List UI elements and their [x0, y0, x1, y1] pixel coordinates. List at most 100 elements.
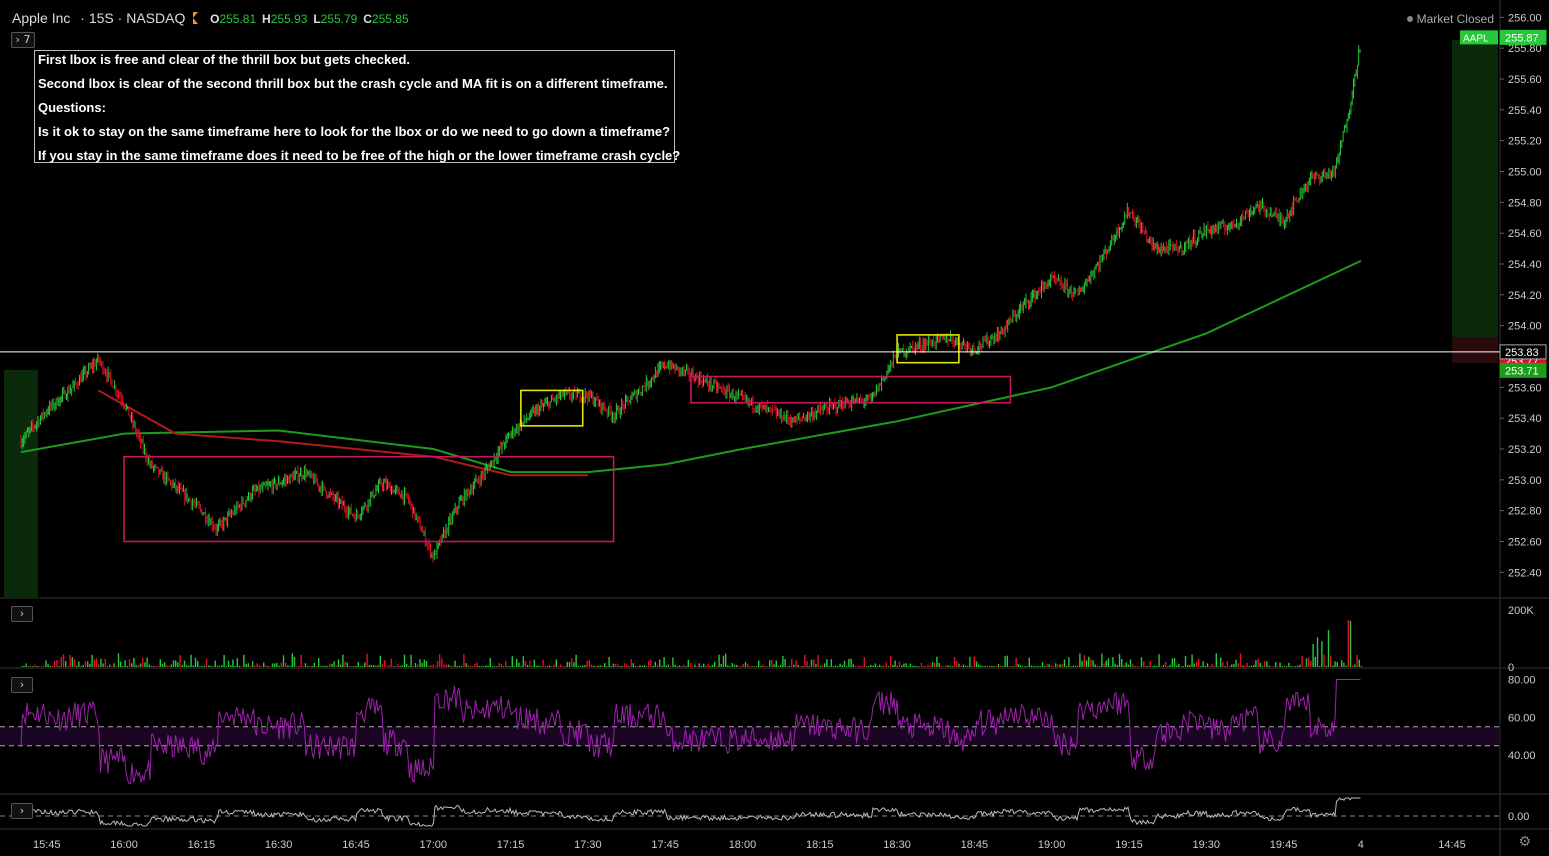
volume-bar	[773, 664, 775, 667]
volume-bar	[157, 666, 159, 667]
volume-bar	[54, 661, 56, 667]
gear-icon[interactable]: ⚙	[1518, 834, 1531, 850]
volume-bar	[144, 662, 146, 667]
volume-bar	[1083, 655, 1085, 667]
volume-pane-toggle-button[interactable]: ›	[11, 606, 33, 622]
volume-bar	[148, 664, 150, 667]
volume-bar	[445, 664, 447, 667]
volume-bar	[1281, 666, 1283, 667]
volume-bar	[1101, 653, 1103, 667]
volume-bar	[131, 663, 133, 667]
volume-bar	[1024, 666, 1026, 667]
volume-bar	[395, 666, 397, 667]
volume-bar	[982, 666, 984, 667]
volume-bar	[597, 665, 599, 667]
volume-bar	[1220, 657, 1222, 667]
indicators-toggle-button[interactable]: › 7	[11, 32, 35, 48]
volume-bar	[1180, 666, 1182, 667]
volume-bar	[707, 663, 709, 667]
volume-bar	[958, 663, 960, 667]
volume-bar	[777, 666, 780, 667]
volume-bar	[124, 660, 126, 667]
volume-bar	[1308, 657, 1310, 667]
time-tick-label: 17:00	[420, 839, 448, 851]
volume-bar	[705, 665, 707, 667]
rsi-pane-toggle-button[interactable]: ›	[11, 677, 33, 693]
volume-bar	[518, 662, 520, 667]
volume-bar	[1145, 666, 1147, 667]
volume-bar	[111, 666, 113, 667]
volume-bar	[507, 666, 509, 667]
volume-bar	[788, 665, 791, 667]
volume-bar	[1167, 666, 1169, 667]
volume-bar	[566, 661, 568, 667]
flag-icon[interactable]	[193, 12, 199, 24]
volume-bar	[216, 665, 219, 667]
time-tick-label: 19:45	[1270, 839, 1298, 851]
volume-bar	[1206, 663, 1209, 667]
volume-bar	[282, 655, 285, 667]
volume-bar	[1123, 665, 1125, 667]
volume-bar	[758, 660, 760, 667]
volume-bar	[945, 665, 947, 667]
volume-bar	[1059, 664, 1061, 667]
volume-bar	[1356, 654, 1358, 667]
volume-bar	[318, 658, 320, 667]
symbol-name[interactable]: Apple Inc	[12, 10, 71, 26]
rsi-tick-label: 80.00	[1508, 674, 1536, 686]
volume-bar	[905, 663, 907, 667]
volume-bar	[544, 665, 546, 667]
volume-bar	[863, 657, 865, 667]
volume-bar	[1202, 661, 1204, 667]
volume-bar	[1136, 666, 1138, 667]
volume-bar	[615, 663, 617, 667]
volume-bar	[1169, 665, 1171, 667]
volume-bar	[929, 665, 931, 667]
volume-bar	[962, 664, 964, 667]
volume-bar	[291, 653, 293, 667]
volume-bar	[298, 665, 300, 667]
volume-bar	[260, 665, 263, 667]
volume-bar	[359, 666, 362, 667]
volume-bar	[60, 656, 62, 667]
volume-bar	[698, 663, 700, 667]
volume-bar	[575, 654, 577, 667]
rsi-band	[0, 726, 1500, 746]
volume-bar	[34, 664, 36, 667]
lbox	[520, 389, 584, 427]
volume-bar	[450, 665, 452, 667]
volume-bar	[1347, 619, 1349, 667]
volume-bar	[784, 659, 786, 667]
volume-bar	[1004, 656, 1006, 667]
volume-bar	[225, 666, 227, 667]
rsi-tick-label: 40.00	[1508, 750, 1536, 762]
volume-bar	[91, 654, 93, 667]
volume-bar	[1035, 666, 1037, 667]
oscillator-pane-toggle-button[interactable]: ›	[11, 803, 33, 819]
volume-bar	[828, 666, 830, 667]
volume-bar	[82, 664, 84, 667]
volume-bar	[841, 665, 843, 667]
volume-bar	[21, 666, 23, 667]
thrill-box	[123, 455, 615, 543]
volume-bar	[590, 664, 593, 667]
volume-bar	[192, 665, 194, 667]
volume-bar	[285, 662, 287, 667]
volume-bar	[1204, 666, 1206, 667]
volume-bar	[681, 666, 683, 667]
volume-bar	[1105, 660, 1107, 667]
volume-bar	[1156, 665, 1158, 667]
annotation-note[interactable]: First lbox is free and clear of the thri…	[34, 50, 680, 163]
volume-bar	[36, 666, 38, 667]
volume-bar	[623, 663, 626, 667]
volume-bar	[322, 666, 324, 667]
session-shade	[1452, 40, 1498, 337]
volume-bar	[1107, 658, 1110, 667]
volume-bar	[441, 658, 443, 667]
time-tick-label: 18:45	[961, 839, 989, 851]
volume-bar	[1305, 658, 1308, 667]
volume-bar	[685, 666, 687, 667]
interval-label[interactable]: 15S	[88, 10, 114, 26]
thrill-box	[690, 375, 1012, 404]
